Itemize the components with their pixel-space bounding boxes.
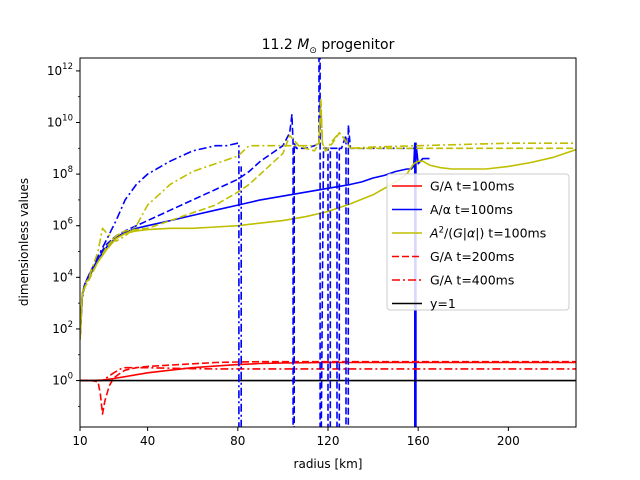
- y-tick-label: 1012: [47, 62, 73, 78]
- series-line-a-g-t-400ms: [80, 98, 576, 340]
- series-line-g-a-t-400ms: [80, 366, 576, 382]
- x-axis: 10 40 80 120 160 200: [72, 427, 520, 448]
- y-tick-label: 102: [52, 320, 73, 336]
- y-tick-label: 1010: [47, 114, 73, 130]
- series-line-a-g-t-100ms: [80, 148, 576, 340]
- series-line-g-a-t-200ms: [80, 360, 576, 415]
- x-tick-label: 10: [72, 434, 87, 448]
- chart-title: 11.2 M⊙ progenitor: [262, 37, 395, 56]
- x-tick-label: 200: [497, 434, 520, 448]
- series-line-a-t-200ms: [80, 58, 419, 427]
- y-tick-label: 108: [52, 165, 73, 181]
- series-line-a-t-400ms: [80, 142, 242, 427]
- legend-label: G/A t=400ms: [430, 273, 514, 288]
- x-tick-label: 40: [140, 434, 155, 448]
- series-line-a-t-100ms: [80, 142, 430, 427]
- y-tick-label: 100: [52, 372, 73, 388]
- legend-label: G/A t=200ms: [430, 249, 514, 264]
- legend: G/A t=100ms A/α t=100ms A2/(G|α|) t=100ms G…: [386, 173, 570, 311]
- y-tick-label: 106: [52, 217, 73, 233]
- legend-label: G/A t=100ms: [430, 179, 514, 194]
- x-axis-label: radius [km]: [294, 457, 363, 471]
- y-axis-label: dimensionless values: [17, 178, 31, 306]
- y-axis: 100 102 104 106 108 1010 1012: [47, 62, 80, 407]
- legend-label: A2/(G|α|) t=100ms: [429, 226, 546, 241]
- legend-label: y=1: [430, 296, 456, 311]
- x-tick-label: 80: [230, 434, 245, 448]
- x-tick-label: 120: [317, 434, 340, 448]
- legend-label: A/α t=100ms: [430, 202, 513, 217]
- y-tick-label: 104: [52, 268, 73, 284]
- series-line-a-g-t-200ms: [80, 101, 576, 340]
- x-tick-label: 160: [407, 434, 430, 448]
- legend-frame: [386, 173, 570, 311]
- series-layer: [80, 58, 576, 427]
